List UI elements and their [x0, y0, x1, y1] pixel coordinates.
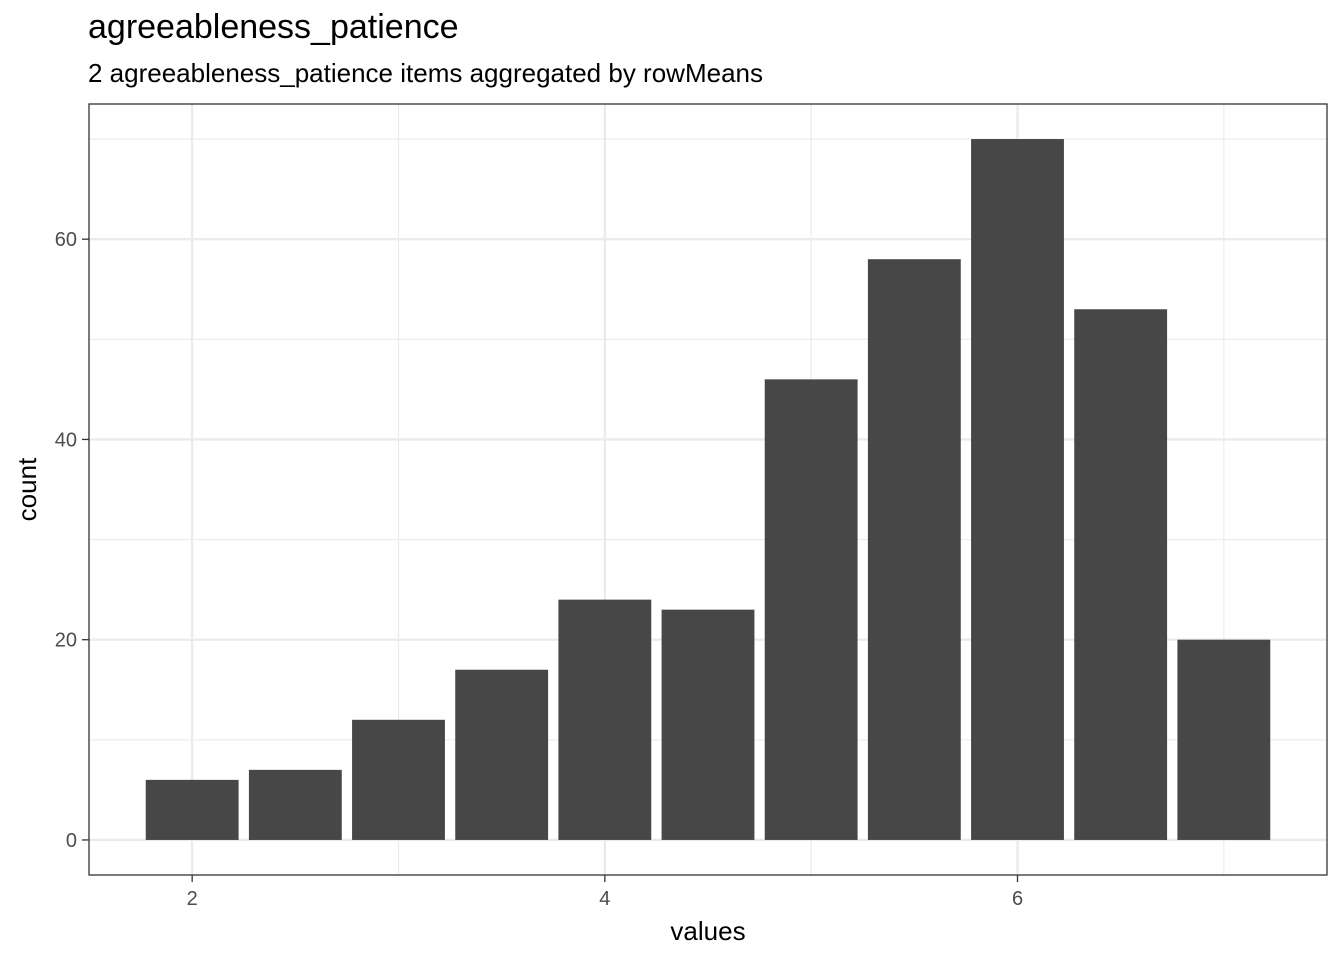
- y-axis-title: count: [12, 457, 42, 521]
- bar: [971, 139, 1064, 840]
- bar-layer: [145, 139, 1271, 840]
- x-tick-label: 2: [187, 888, 198, 910]
- bar: [352, 719, 445, 840]
- y-tick-label: 60: [55, 229, 77, 251]
- chart-subtitle: 2 agreeableness_patience items aggregate…: [88, 58, 763, 88]
- y-tick-label: 20: [55, 630, 77, 652]
- x-tick-label: 6: [1012, 888, 1023, 910]
- bar: [145, 779, 239, 840]
- bar: [248, 769, 342, 840]
- chart-title: agreeableness_patience: [88, 8, 459, 46]
- bar: [1074, 309, 1168, 840]
- bar: [1177, 639, 1271, 840]
- bar: [558, 599, 652, 840]
- y-tick-label: 40: [55, 429, 77, 451]
- bar: [455, 669, 549, 840]
- panel-border: [88, 103, 1328, 876]
- bar: [764, 379, 858, 840]
- x-tick-label: 4: [599, 888, 610, 910]
- bar: [867, 259, 961, 840]
- x-axis-title: values: [670, 916, 745, 946]
- y-tick-label: 0: [66, 830, 77, 852]
- bar: [661, 609, 755, 840]
